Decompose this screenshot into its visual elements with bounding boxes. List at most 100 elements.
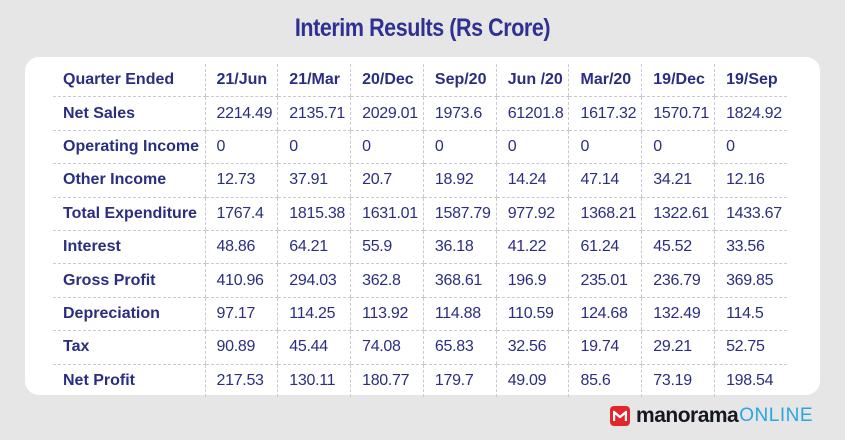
table-cell: 2135.71 <box>277 96 351 131</box>
table-cell: 34.21 <box>641 163 715 198</box>
table-cell: 110.59 <box>495 297 569 332</box>
table-cell: 14.24 <box>495 163 569 198</box>
table-cell: 52.75 <box>714 330 788 365</box>
header-quarter: 19/Sep <box>714 64 788 98</box>
table-cell: 1631.01 <box>350 197 424 231</box>
table-cell: 198.54 <box>714 364 788 397</box>
table-cell: 196.9 <box>495 263 569 298</box>
table-cell: 32.56 <box>495 330 569 365</box>
table-cell: 65.83 <box>422 330 497 365</box>
table-cell: 0 <box>422 130 497 165</box>
table-row: Net Profit 217.53 130.11 180.77 179.7 49.09 85… <box>53 364 788 397</box>
table-cell: 0 <box>641 130 715 165</box>
table-cell: 73.19 <box>641 364 715 397</box>
table-cell: 47.14 <box>568 163 642 198</box>
table-cell: 48.86 <box>204 230 278 265</box>
table-cell: 410.96 <box>204 263 278 298</box>
table-cell: 0 <box>495 130 569 165</box>
table-cell: 362.8 <box>350 263 424 298</box>
table-cell: 977.92 <box>495 197 569 231</box>
table-row: Interest 48.86 64.21 55.9 36.18 41.22 61.24 45.… <box>53 230 788 265</box>
table-row: Other Income 12.73 37.91 20.7 18.92 14.24 47.1… <box>53 163 788 198</box>
header-quarter: Sep/20 <box>422 64 497 98</box>
table-cell: 29.21 <box>641 330 715 365</box>
table-cell: 45.44 <box>277 330 351 365</box>
table-cell: 64.21 <box>277 230 351 265</box>
table-cell: 130.11 <box>277 364 351 397</box>
table-cell: 19.74 <box>568 330 642 365</box>
row-label: Tax <box>53 330 205 365</box>
table-cell: 217.53 <box>204 364 278 397</box>
table-cell: 45.52 <box>641 230 715 265</box>
manorama-logo-icon <box>610 406 631 426</box>
table-cell: 1767.4 <box>204 197 278 231</box>
table-cell: 0 <box>350 130 424 165</box>
table-cell: 97.17 <box>204 297 278 332</box>
table-cell: 55.9 <box>350 230 424 265</box>
table-cell: 132.49 <box>641 297 715 332</box>
brand-suffix: ONLINE <box>739 405 813 426</box>
table-cell: 74.08 <box>350 330 424 365</box>
table-cell: 61201.8 <box>495 96 569 131</box>
header-quarter: Jun /20 <box>495 64 569 98</box>
header-quarter: 21/Jun <box>204 64 278 98</box>
table-row: Depreciation 97.17 114.25 113.92 114.88 110.5… <box>53 297 788 332</box>
row-label: Operating Income <box>53 130 205 165</box>
results-card: Quarter Ended 21/Jun 21/Mar 20/Dec Sep/20 Jun… <box>25 57 820 397</box>
table-row: Total Expenditure 1767.4 1815.38 1631.01 158… <box>53 197 788 231</box>
table-cell: 294.03 <box>277 263 351 298</box>
table-cell: 236.79 <box>641 263 715 298</box>
table-cell: 113.92 <box>350 297 424 332</box>
table-cell: 179.7 <box>422 364 497 397</box>
table-cell: 61.24 <box>568 230 642 265</box>
table-cell: 0 <box>277 130 351 165</box>
header-quarter: 19/Dec <box>641 64 715 98</box>
table-cell: 369.85 <box>714 263 788 298</box>
table-cell: 1322.61 <box>641 197 715 231</box>
table-cell: 41.22 <box>495 230 569 265</box>
row-label: Net Profit <box>63 371 135 389</box>
table-cell: 85.6 <box>568 364 642 397</box>
table-cell: 90.89 <box>204 330 278 365</box>
header-quarter: Mar/20 <box>568 64 642 98</box>
table-row: Gross Profit 410.96 294.03 362.8 368.61 196.9… <box>53 263 788 298</box>
header-label: Quarter Ended <box>53 64 205 98</box>
table-cell: 1973.6 <box>422 96 497 131</box>
table-cell: 1815.38 <box>277 197 351 231</box>
table-header-row: Quarter Ended 21/Jun 21/Mar 20/Dec Sep/20 Jun… <box>53 64 788 98</box>
table-cell: 18.92 <box>422 163 497 198</box>
table-cell: 0 <box>714 130 788 165</box>
table-cell: 0 <box>568 130 642 165</box>
table-cell: 2029.01 <box>350 96 424 131</box>
table-row: Tax 90.89 45.44 74.08 65.83 32.56 19.74 29.21 52… <box>53 330 788 365</box>
table-cell: 1368.21 <box>568 197 642 231</box>
table-cell: 2214.49 <box>204 96 278 131</box>
row-label: Total Expenditure <box>53 197 205 231</box>
table-cell: 37.91 <box>277 163 351 198</box>
table-cell: 1570.71 <box>641 96 715 131</box>
brand-logo: manorama ONLINE <box>610 404 813 428</box>
row-label: Gross Profit <box>53 263 205 298</box>
table-cell: 1433.67 <box>714 197 788 231</box>
brand-name: manorama <box>636 404 739 427</box>
table-cell: 12.16 <box>714 163 788 198</box>
row-label: Depreciation <box>53 297 205 332</box>
header-quarter: 21/Mar <box>277 64 351 98</box>
table-cell: 114.88 <box>422 297 497 332</box>
results-table: Quarter Ended 21/Jun 21/Mar 20/Dec Sep/20 Jun… <box>53 64 788 397</box>
row-label: Net Sales <box>53 96 205 131</box>
table-cell: 124.68 <box>568 297 642 332</box>
table-cell: 36.18 <box>422 230 497 265</box>
table-cell: 0 <box>204 130 278 165</box>
table-cell: 368.61 <box>422 263 497 298</box>
row-label: Other Income <box>53 163 205 198</box>
table-row: Operating Income 0 0 0 0 0 0 0 0 <box>53 130 788 165</box>
table-cell: 114.5 <box>714 297 788 332</box>
table-cell: 1824.92 <box>714 96 788 131</box>
table-cell: 1587.79 <box>422 197 497 231</box>
table-row: Net Sales 2214.49 2135.71 2029.01 1973.6 6120… <box>53 96 788 131</box>
row-label: Interest <box>53 230 205 265</box>
table-cell: 180.77 <box>350 364 424 397</box>
table-cell: 33.56 <box>714 230 788 265</box>
table-cell: 235.01 <box>568 263 642 298</box>
